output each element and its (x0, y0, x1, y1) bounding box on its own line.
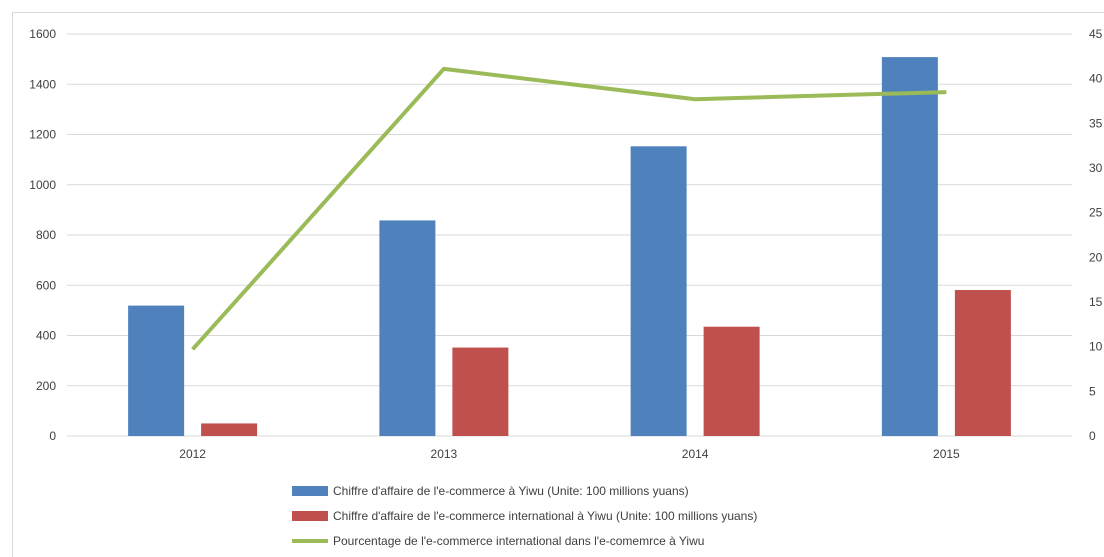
legend-swatch (292, 486, 328, 496)
y-right-tick-label: 0 (1089, 429, 1096, 443)
bar-international-2012 (201, 423, 258, 436)
x-tick-label: 2013 (431, 447, 458, 461)
y-left-tick-label: 800 (36, 228, 56, 242)
x-tick-label: 2012 (179, 447, 206, 461)
bar-ecommerce-2014 (630, 146, 687, 436)
y-left-tick-label: 1200 (29, 128, 56, 142)
y-left-tick-label: 400 (36, 329, 56, 343)
y-left-tick-label: 200 (36, 379, 56, 393)
y-right-tick-label: 15 (1089, 295, 1103, 309)
legend-label: Chiffre d'affaire de l'e-commerce intern… (333, 509, 757, 523)
line-percentage-international (191, 66, 947, 351)
bar-ecommerce-2013 (379, 220, 436, 436)
chart-frame (12, 12, 1104, 557)
bar-international-2015 (954, 290, 1011, 436)
y-left-tick-label: 1600 (29, 27, 56, 41)
legend-label: Pourcentage de l'e-commerce internationa… (333, 534, 704, 548)
y-right-tick-label: 5 (1089, 384, 1096, 398)
y-right-tick-label: 45 (1089, 27, 1103, 41)
y-right-tick-label: 30 (1089, 161, 1103, 175)
y-left-tick-label: 1400 (29, 77, 56, 91)
y-left-tick-label: 1000 (29, 178, 56, 192)
bar-international-2013 (452, 347, 509, 436)
y-right-tick-label: 10 (1089, 340, 1103, 354)
y-left-tick-label: 600 (36, 278, 56, 292)
y-right-tick-label: 35 (1089, 116, 1103, 130)
bar-ecommerce-2015 (881, 57, 938, 437)
legend-swatch (292, 511, 328, 521)
legend-label: Chiffre d'affaire de l'e-commerce à Yiwu… (333, 484, 689, 498)
bar-international-2014 (703, 326, 760, 436)
x-tick-label: 2015 (933, 447, 960, 461)
bar-ecommerce-2012 (128, 305, 185, 436)
y-right-tick-label: 20 (1089, 250, 1103, 264)
y-right-tick-label: 25 (1089, 206, 1103, 220)
y-left-tick-label: 0 (49, 429, 56, 443)
y-right-tick-label: 40 (1089, 72, 1103, 86)
x-tick-label: 2014 (682, 447, 709, 461)
